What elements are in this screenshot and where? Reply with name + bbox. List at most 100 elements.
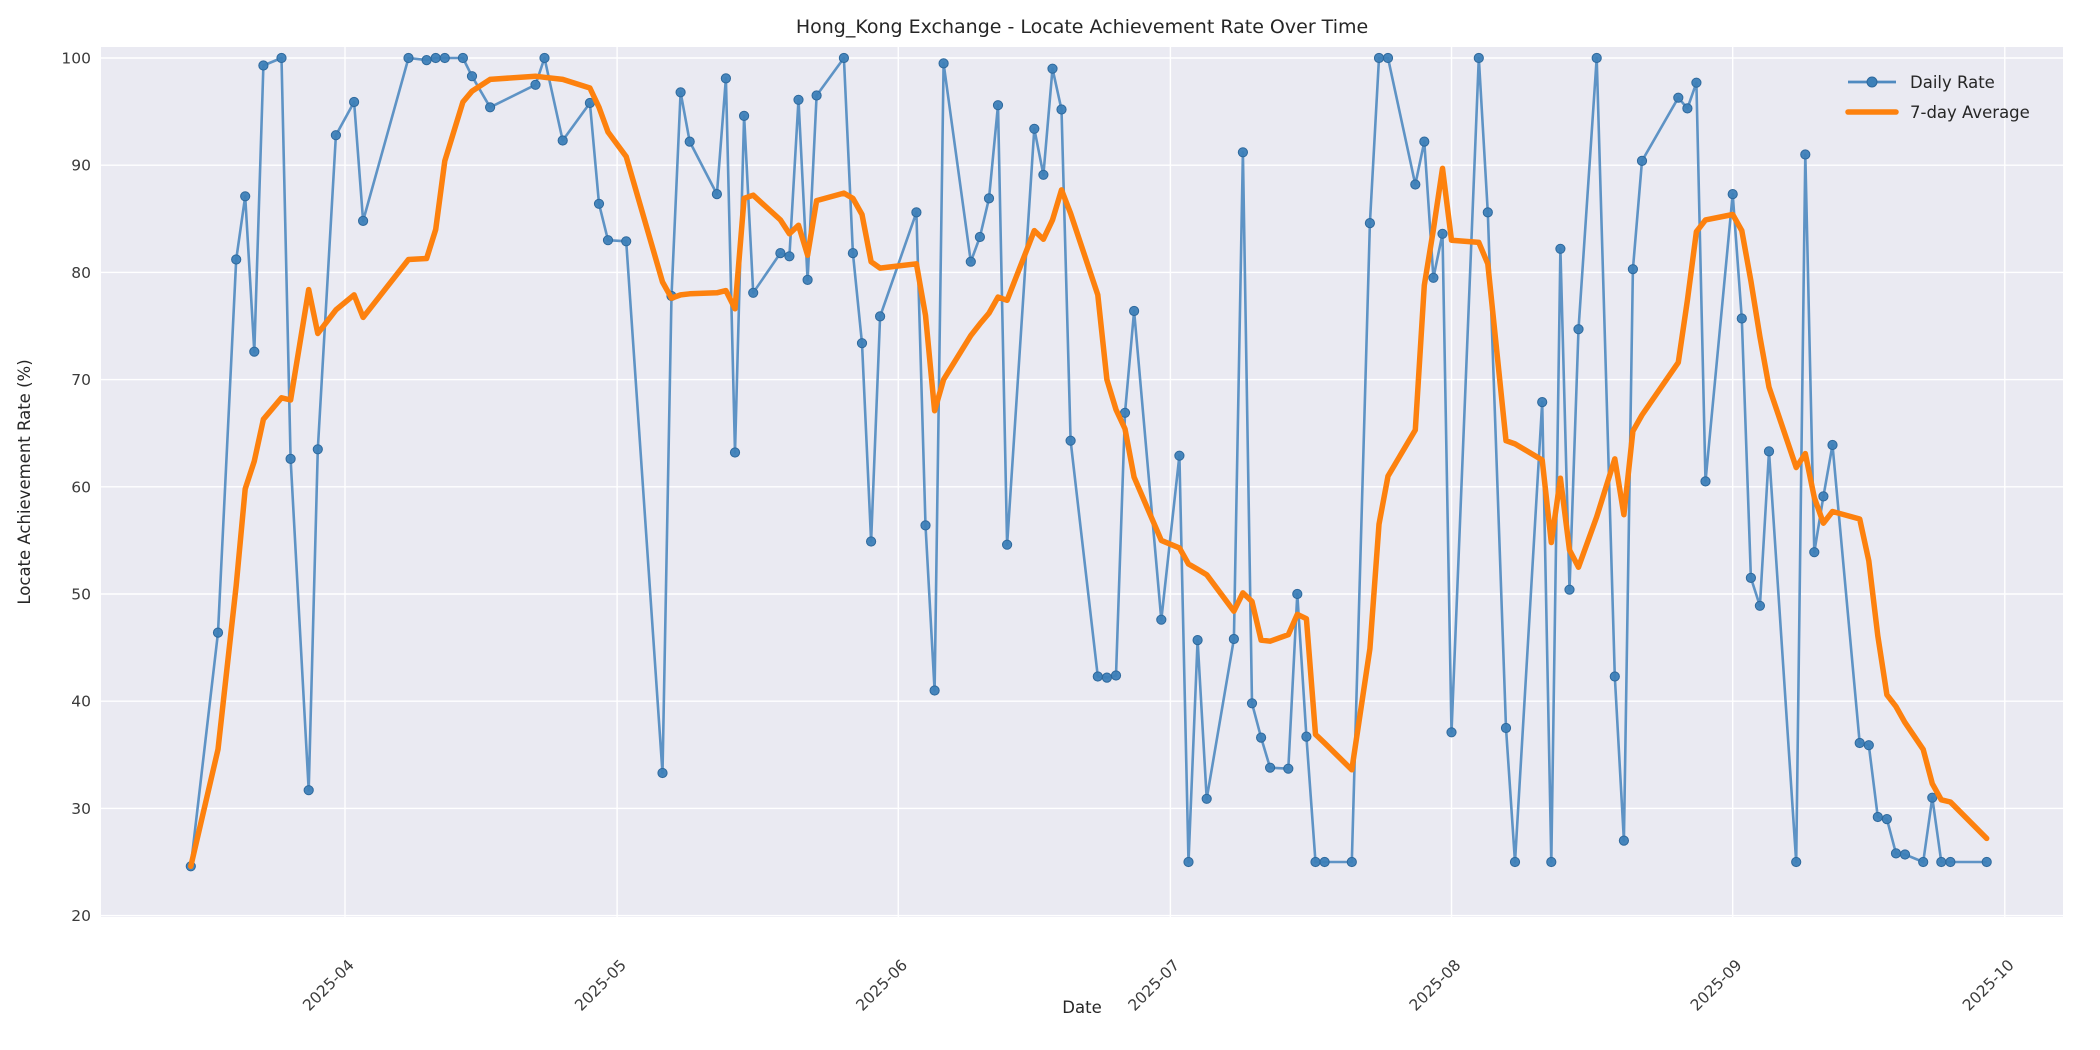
legend: Daily Rate 7-day Average — [1845, 73, 2030, 122]
daily-rate-point — [539, 52, 550, 64]
seven-day-average-series — [188, 73, 1990, 870]
daily-rate-point — [457, 52, 468, 64]
legend-entry-7day-average: 7-day Average — [1845, 103, 2030, 122]
daily-rate-point — [1500, 722, 1512, 734]
daily-rate-point — [403, 52, 414, 64]
y-tick-40: 40 — [71, 693, 91, 711]
daily-rate-point — [711, 189, 723, 200]
daily-rate-point — [303, 785, 314, 796]
daily-rate-point — [1183, 856, 1194, 868]
daily-rate-point — [992, 100, 1004, 111]
daily-rate-point — [358, 215, 369, 226]
daily-rate-point — [1754, 600, 1766, 611]
daily-rate-point — [1736, 313, 1747, 324]
x-axis-tick-labels: 2025-04 2025-05 2025-06 2025-07 2025-08 2025-… — [299, 956, 2017, 1015]
daily-rate-point — [1827, 439, 1838, 451]
daily-rate-point — [1546, 856, 1557, 868]
daily-rate-point — [1256, 732, 1267, 743]
y-axis-label: Locate Achievement Rate (%) — [15, 359, 34, 604]
daily-rate-point — [748, 287, 759, 298]
daily-rate-point — [1002, 539, 1013, 550]
daily-rate-point — [1872, 811, 1883, 823]
daily-rate-point — [1364, 218, 1376, 229]
daily-rate-point — [929, 685, 940, 696]
daily-rate-point — [1201, 793, 1212, 804]
daily-rate-point — [1636, 155, 1648, 166]
daily-rate-point — [1346, 856, 1357, 868]
x-tick-2025-09: 2025-09 — [1687, 956, 1746, 1015]
daily-rate-point — [1319, 856, 1330, 868]
daily-rate-point — [784, 251, 795, 262]
daily-rate-point — [1373, 52, 1385, 64]
daily-rate-point — [1509, 856, 1521, 868]
daily-rate-point — [1809, 547, 1820, 558]
daily-rate-point — [1419, 136, 1430, 147]
daily-rate-point — [739, 110, 750, 122]
legend-entry-daily-rate: Daily Rate — [1848, 73, 1995, 92]
daily-rate-point — [1482, 207, 1493, 218]
daily-rate-point — [838, 52, 850, 64]
legend-daily-rate-label: Daily Rate — [1910, 73, 1995, 92]
y-tick-50: 50 — [71, 586, 91, 604]
daily-rate-point — [276, 52, 287, 64]
daily-rate-point — [684, 136, 695, 147]
daily-rate-point — [231, 254, 242, 265]
x-tick-2025-06: 2025-06 — [853, 956, 912, 1015]
daily-rate-point — [1564, 584, 1575, 595]
daily-rate-point — [330, 130, 341, 141]
daily-rate-point — [1047, 63, 1058, 74]
x-tick-2025-10: 2025-10 — [1959, 956, 2018, 1015]
daily-rate-point — [802, 274, 813, 285]
daily-rate-point — [1410, 179, 1421, 190]
daily-rate-point — [974, 231, 986, 243]
daily-rate-point — [1936, 856, 1947, 868]
daily-rate-point — [249, 346, 260, 357]
vertical-gridlines — [344, 47, 2006, 917]
daily-rate-point — [1310, 856, 1321, 868]
chart-title: Hong_Kong Exchange - Locate Achievement … — [796, 16, 1368, 38]
daily-rate-point — [1618, 835, 1630, 846]
daily-rate-point — [1700, 476, 1711, 487]
daily-rate-point — [856, 338, 868, 349]
daily-rate-point — [920, 520, 931, 531]
daily-rate-point — [1129, 305, 1140, 317]
daily-rate-point — [1899, 849, 1911, 860]
daily-rate-point — [285, 453, 296, 464]
daily-rate-point — [1092, 671, 1103, 682]
y-axis-tick-labels: 20 30 40 50 60 70 80 90 100 — [61, 50, 91, 926]
daily-rate-point — [1691, 77, 1702, 88]
daily-rate-point — [602, 235, 614, 246]
daily-rate-point — [1292, 588, 1303, 600]
daily-rate-point — [1682, 103, 1693, 114]
daily-rate-point — [1727, 189, 1738, 200]
daily-rate-point — [675, 87, 686, 98]
x-tick-2025-05: 2025-05 — [571, 956, 630, 1015]
daily-rate-point — [258, 60, 269, 71]
daily-rate-point — [312, 444, 323, 455]
daily-rate-point — [793, 94, 804, 105]
daily-rate-point — [1854, 737, 1865, 749]
y-tick-20: 20 — [71, 907, 91, 925]
seven-day-average-line — [188, 73, 1990, 870]
daily-rate-point — [1446, 727, 1457, 738]
daily-rate-point — [775, 248, 786, 259]
daily-rate-point — [430, 52, 441, 64]
daily-rate-point — [1863, 740, 1874, 751]
daily-rate-point — [1927, 792, 1938, 803]
daily-rate-point — [1573, 324, 1584, 335]
daily-rate-point — [965, 256, 976, 267]
daily-rate-point — [938, 58, 949, 69]
plot-area — [101, 47, 2063, 917]
y-tick-70: 70 — [71, 371, 91, 389]
daily-rate-point — [1473, 52, 1484, 64]
daily-rate-point — [1791, 856, 1802, 868]
horizontal-gridlines — [101, 57, 2063, 917]
daily-rate-point — [1890, 848, 1902, 859]
daily-rate-point — [1881, 814, 1893, 825]
daily-rate-point — [847, 248, 859, 259]
daily-rate-point — [1555, 243, 1566, 254]
y-tick-60: 60 — [71, 478, 91, 496]
daily-rate-point — [729, 447, 741, 458]
daily-rate-point — [1800, 149, 1811, 160]
